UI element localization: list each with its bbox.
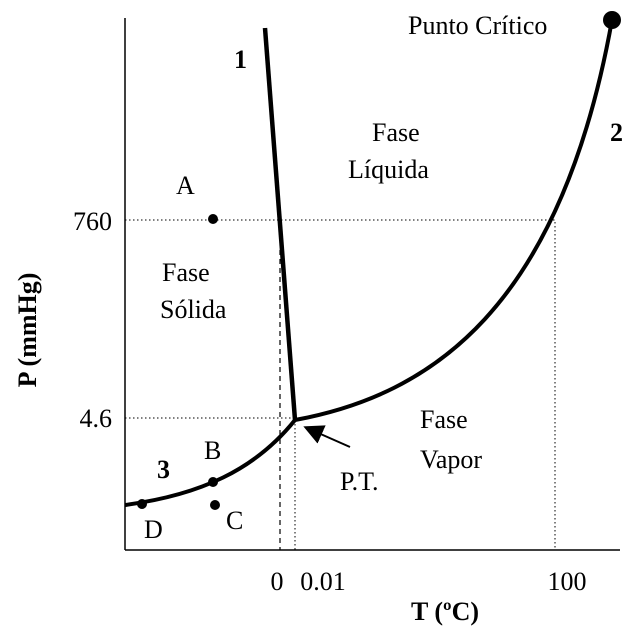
y-tick-label: 760 — [73, 207, 112, 236]
point-b — [208, 477, 218, 487]
sublimation-curve — [124, 418, 297, 507]
x-tick-label: 100 — [548, 567, 587, 596]
point-label: A — [176, 171, 195, 200]
pt-arrow — [303, 425, 351, 448]
critical-label: Punto Crítico — [408, 11, 547, 40]
point-label: D — [144, 515, 163, 544]
triple-point-label: P.T. — [340, 467, 379, 496]
point-a — [208, 214, 218, 224]
region-label: Fase — [420, 405, 468, 434]
point-label: C — [226, 506, 243, 535]
y-tick-label: 4.6 — [80, 404, 113, 433]
region-label: Líquida — [348, 155, 429, 184]
curve-label: 1 — [234, 45, 247, 74]
x-tick-label: 0 — [271, 567, 284, 596]
region-label: Vapor — [420, 445, 482, 474]
guide-4.6 — [125, 417, 296, 550]
curve-label: 2 — [610, 118, 623, 147]
point-label: B — [204, 436, 221, 465]
region-label: Fase — [162, 258, 210, 287]
x-axis-title: T (ºC) — [411, 597, 479, 626]
fusion-curve — [262, 27, 298, 421]
y-axis-title: P (mmHg) — [13, 273, 42, 388]
point-d — [137, 499, 147, 509]
vaporization-curve — [294, 19, 614, 422]
region-label: Sólida — [160, 295, 227, 324]
curve-label: 3 — [157, 455, 170, 484]
critical-point — [603, 11, 621, 29]
region-label: Fase — [372, 118, 420, 147]
point-c — [210, 500, 220, 510]
x-tick-label: 0.01 — [300, 567, 346, 596]
